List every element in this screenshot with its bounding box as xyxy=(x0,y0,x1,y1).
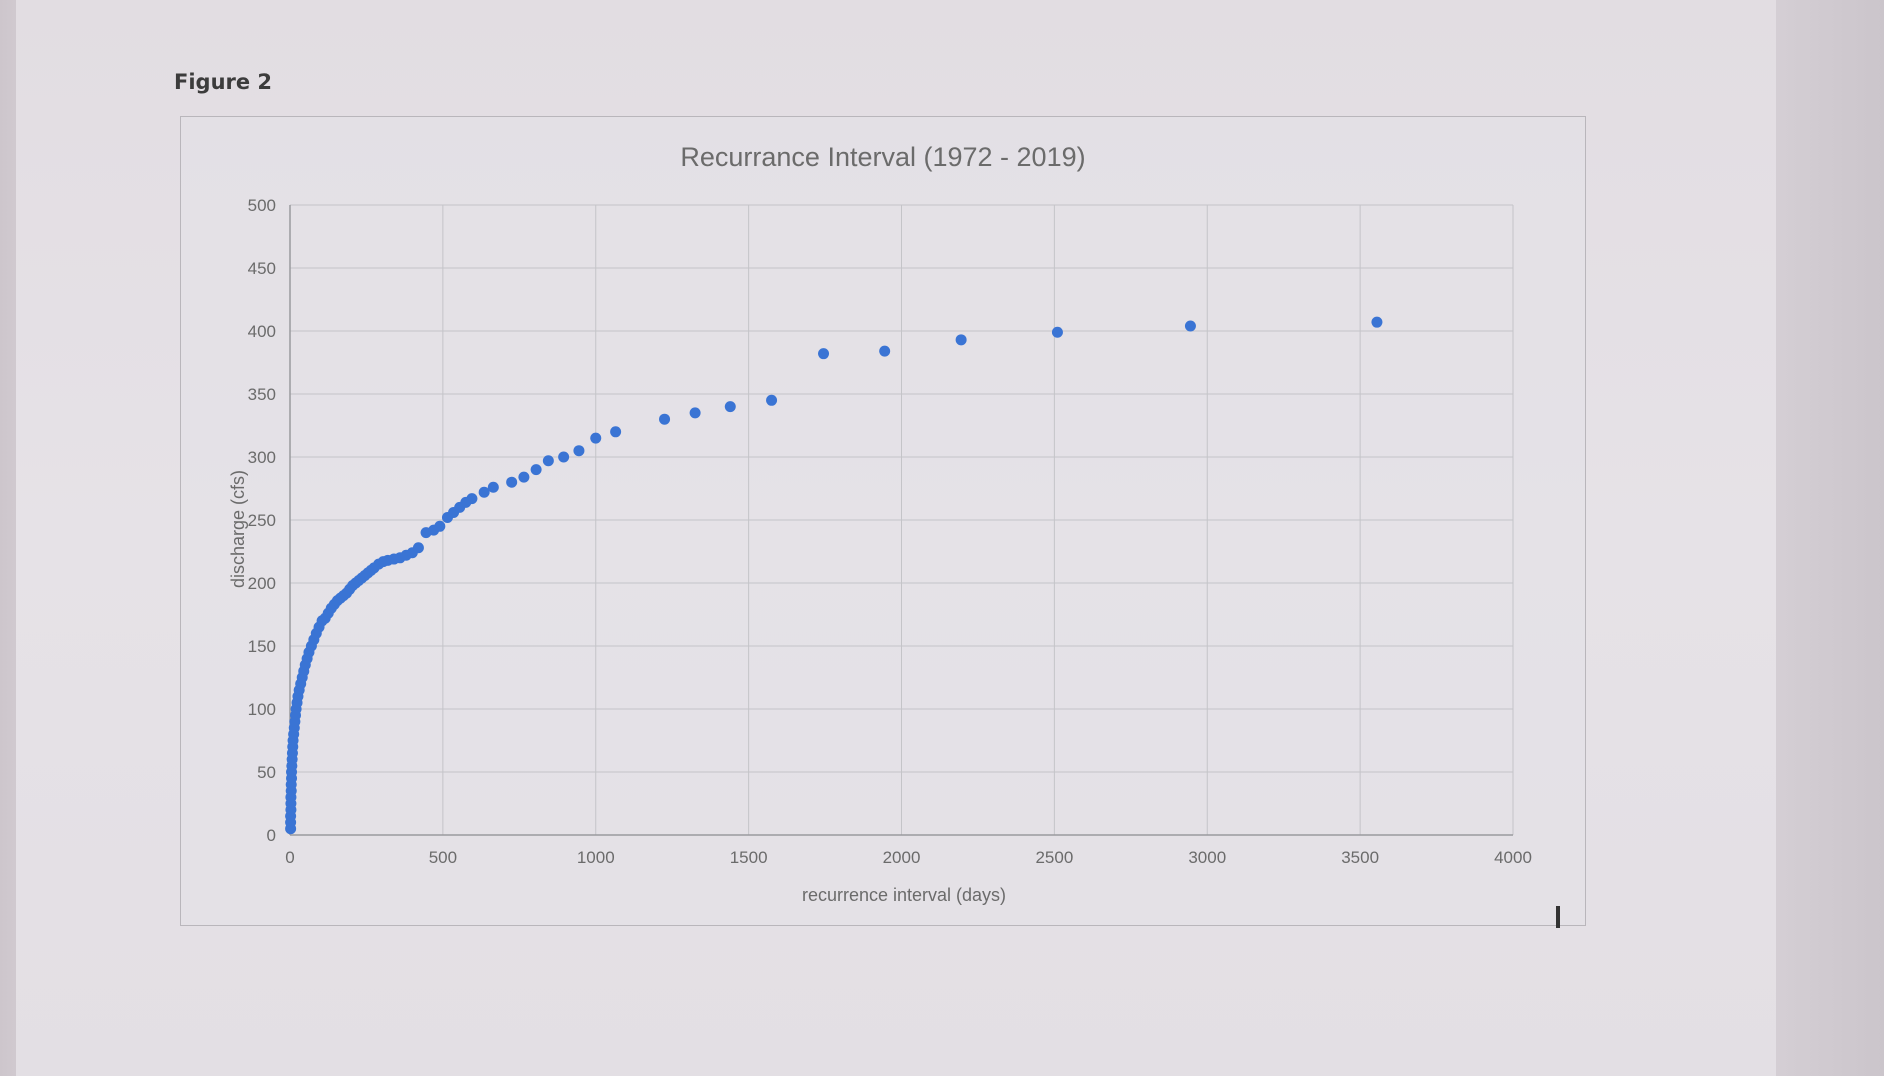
data-point xyxy=(590,432,602,444)
data-point xyxy=(518,471,530,483)
data-point xyxy=(487,481,499,493)
y-tick-label: 300 xyxy=(248,448,276,467)
y-tick-label: 150 xyxy=(248,637,276,656)
x-tick-label: 2000 xyxy=(883,848,921,867)
x-tick-label: 1000 xyxy=(577,848,615,867)
data-point xyxy=(530,464,542,476)
data-point xyxy=(724,401,736,413)
x-tick-label: 2500 xyxy=(1035,848,1073,867)
data-point xyxy=(478,486,490,498)
data-point xyxy=(466,493,478,505)
data-point xyxy=(412,542,424,554)
data-point xyxy=(659,413,671,425)
y-tick-label: 250 xyxy=(248,511,276,530)
chart-title: Recurrance Interval (1972 - 2019) xyxy=(680,142,1085,172)
x-tick-label: 3500 xyxy=(1341,848,1379,867)
x-tick-label: 3000 xyxy=(1188,848,1226,867)
data-point xyxy=(558,451,570,463)
y-tick-label: 0 xyxy=(267,826,276,845)
data-point xyxy=(1371,316,1383,328)
x-tick-label: 0 xyxy=(285,848,294,867)
grid-layer xyxy=(289,204,1514,836)
x-tick-label: 500 xyxy=(429,848,457,867)
data-point xyxy=(610,426,622,438)
y-tick-label: 50 xyxy=(257,763,276,782)
data-point xyxy=(434,520,446,532)
axis-layer: 0 50 100 150 200 250 300 350 400 450 500 0 500 1000 15… xyxy=(248,196,1532,867)
text-cursor xyxy=(1556,906,1560,928)
data-point xyxy=(689,407,701,419)
data-point xyxy=(818,348,830,360)
y-tick-label: 400 xyxy=(248,322,276,341)
y-tick-label: 450 xyxy=(248,259,276,278)
data-point xyxy=(542,455,554,467)
data-point xyxy=(879,345,891,357)
y-tick-label: 200 xyxy=(248,574,276,593)
y-axis-label: discharge (cfs) xyxy=(228,470,248,588)
scatter-chart: 0 50 100 150 200 250 300 350 400 450 500 0 500 1000 15… xyxy=(228,142,1532,905)
data-point xyxy=(766,394,778,406)
data-point xyxy=(506,476,518,488)
data-points xyxy=(285,316,1383,835)
data-point xyxy=(1051,326,1063,338)
data-point xyxy=(573,445,585,457)
data-point xyxy=(955,334,967,346)
y-tick-label: 100 xyxy=(248,700,276,719)
y-tick-label: 350 xyxy=(248,385,276,404)
x-tick-label: 4000 xyxy=(1494,848,1532,867)
x-axis-label: recurrence interval (days) xyxy=(802,885,1006,905)
x-tick-label: 1500 xyxy=(730,848,768,867)
y-tick-label: 500 xyxy=(248,196,276,215)
chart-area[interactable]: 0 50 100 150 200 250 300 350 400 450 500 0 500 1000 15… xyxy=(180,116,1586,926)
data-point xyxy=(1184,320,1196,332)
figure-label: Figure 2 xyxy=(174,70,273,94)
